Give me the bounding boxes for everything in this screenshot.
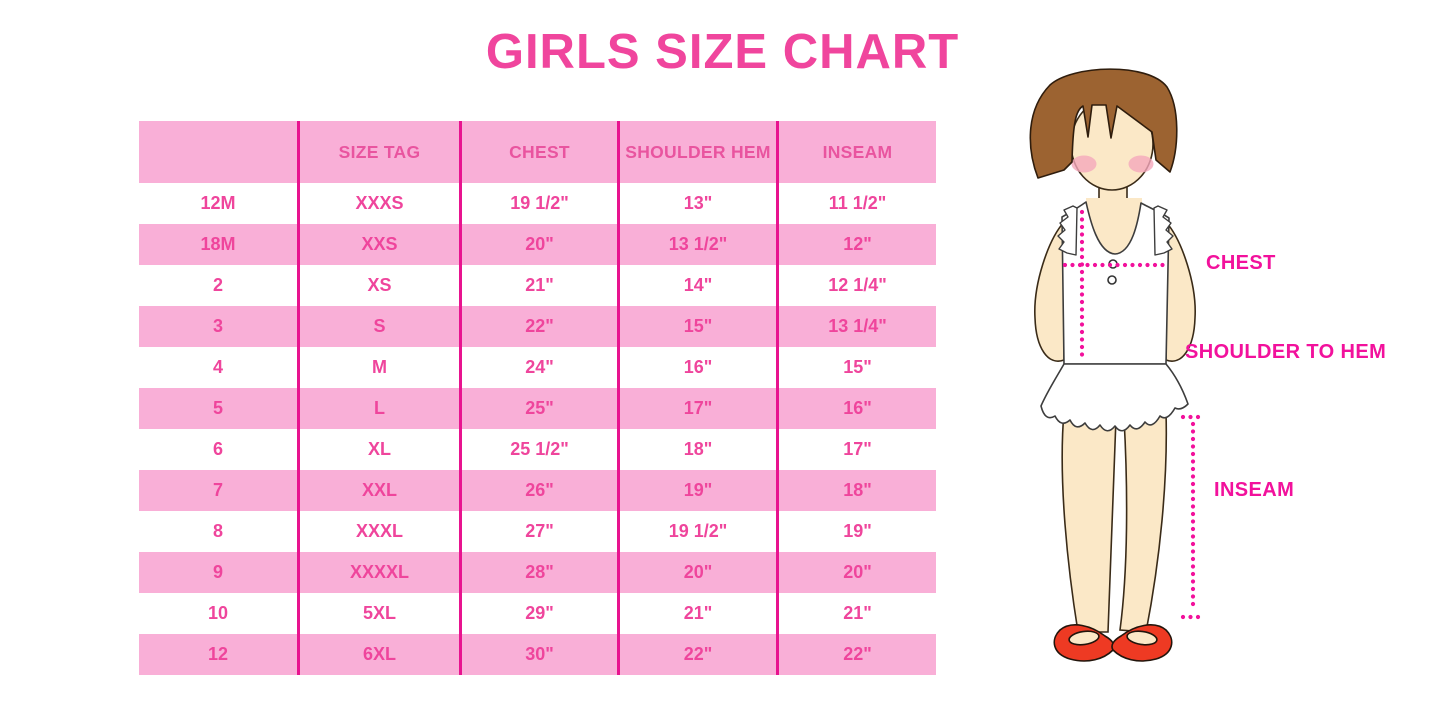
value-cell: 22" <box>459 306 617 347</box>
chest-label: CHEST <box>1206 252 1276 274</box>
header-row: SIZE TAG CHEST SHOULDER HEM INSEAM <box>139 121 936 183</box>
value-cell: 18" <box>617 429 776 470</box>
table-row: 6 XL 25 1/2" 18" 17" <box>139 429 936 470</box>
value-cell: 29" <box>459 593 617 634</box>
value-cell: 28" <box>459 552 617 593</box>
value-cell: XXXL <box>297 511 459 552</box>
girl-hair <box>1029 68 1178 179</box>
size-cell: 18M <box>139 224 297 265</box>
value-cell: 12" <box>776 224 936 265</box>
size-cell: 7 <box>139 470 297 511</box>
value-cell: M <box>297 347 459 388</box>
value-cell: S <box>297 306 459 347</box>
value-cell: 25" <box>459 388 617 429</box>
shoe-opening-left <box>1068 630 1100 646</box>
value-cell: 15" <box>617 306 776 347</box>
value-cell: 15" <box>776 347 936 388</box>
value-cell: XXXXL <box>297 552 459 593</box>
girl-leg-right <box>1119 411 1168 633</box>
size-cell: 8 <box>212 521 223 541</box>
girl-leg-left <box>1061 411 1117 633</box>
value-cell: 22" <box>617 634 776 675</box>
value-cell: 21" <box>776 593 936 634</box>
value-cell: 13 1/4" <box>776 306 936 347</box>
value-cell: 20" <box>776 552 936 593</box>
table-row: 9 XXXXL 28" 20" 20" <box>139 552 936 593</box>
size-cell: 3 <box>139 306 297 347</box>
size-cell: 12M <box>200 193 236 213</box>
girl-illustration <box>1029 68 1204 662</box>
value-cell: XXXS <box>297 183 459 224</box>
dress-button-bottom <box>1107 275 1117 285</box>
column-header: SIZE TAG <box>297 121 459 183</box>
table-row: 4 M 24" 16" 15" <box>139 347 936 388</box>
ruffle-right <box>1153 205 1174 256</box>
value-cell: 21" <box>459 265 617 306</box>
table-row: 8 XXXL 27" 19 1/2" 19" <box>139 511 936 552</box>
value-cell: XS <box>297 265 459 306</box>
table-row: 10 5XL 29" 21" 21" <box>139 593 936 634</box>
value-cell: 11 1/2" <box>776 183 936 224</box>
shoe-opening-right <box>1126 630 1158 646</box>
value-cell: 19 1/2" <box>459 183 617 224</box>
value-cell: 6XL <box>297 634 459 675</box>
size-cell: 5 <box>139 388 297 429</box>
table-row: 18M XXS 20" 13 1/2" 12" <box>139 224 936 265</box>
shoulder-to-hem-label: SHOULDER TO HEM <box>1185 341 1387 363</box>
value-cell: 13" <box>617 183 776 224</box>
girl-arm-right <box>1165 219 1196 362</box>
table-row: 12 6XL 30" 22" 22" <box>139 634 936 675</box>
header-cell-empty <box>139 121 297 183</box>
girl-arm-left <box>1034 219 1065 362</box>
table-row: 12M XXXS 19 1/2" 13" 11 1/2" <box>139 183 936 224</box>
value-cell: 16" <box>617 347 776 388</box>
value-cell: 24" <box>459 347 617 388</box>
table-row: 2 XS 21" 14" 12 1/4" <box>139 265 936 306</box>
value-cell: 5XL <box>297 593 459 634</box>
size-cell: 10 <box>207 603 229 623</box>
table-row: 3 S 22" 15" 13 1/4" <box>139 306 936 347</box>
value-cell: 26" <box>459 470 617 511</box>
value-cell: 30" <box>459 634 617 675</box>
value-cell: 19 1/2" <box>617 511 776 552</box>
column-header: SHOULDER HEM <box>617 121 776 183</box>
page-title: GIRLS SIZE CHART <box>485 25 960 79</box>
ruffle-left <box>1057 205 1078 256</box>
value-cell: 21" <box>617 593 776 634</box>
inseam-label: INSEAM <box>1214 479 1295 501</box>
size-cell: 4 <box>212 357 223 377</box>
value-cell: 25 1/2" <box>459 429 617 470</box>
value-cell: 19" <box>617 470 776 511</box>
value-cell: 17" <box>776 429 936 470</box>
value-cell: XL <box>297 429 459 470</box>
value-cell: 20" <box>459 224 617 265</box>
value-cell: L <box>297 388 459 429</box>
value-cell: 19" <box>776 511 936 552</box>
value-cell: 18" <box>776 470 936 511</box>
size-cell: 9 <box>139 552 297 593</box>
table-row: 7 XXL 26" 19" 18" <box>139 470 936 511</box>
value-cell: 27" <box>459 511 617 552</box>
value-cell: 20" <box>617 552 776 593</box>
size-cell: 6 <box>212 439 223 459</box>
value-cell: 13 1/2" <box>617 224 776 265</box>
column-header: INSEAM <box>776 121 936 183</box>
girl-skirt <box>1040 363 1189 432</box>
size-cell: 12 <box>139 634 297 675</box>
value-cell: 22" <box>776 634 936 675</box>
table-row: 5 L 25" 17" 16" <box>139 388 936 429</box>
blush-right <box>1128 155 1154 173</box>
value-cell: 17" <box>617 388 776 429</box>
blush-left <box>1071 155 1097 173</box>
value-cell: 14" <box>617 265 776 306</box>
size-cell: 2 <box>212 275 223 295</box>
size-chart-table: SIZE TAG CHEST SHOULDER HEM INSEAM 12M XXXS 19… <box>139 121 936 675</box>
column-header: CHEST <box>459 121 617 183</box>
value-cell: XXL <box>297 470 459 511</box>
value-cell: XXS <box>297 224 459 265</box>
value-cell: 16" <box>776 388 936 429</box>
value-cell: 12 1/4" <box>776 265 936 306</box>
